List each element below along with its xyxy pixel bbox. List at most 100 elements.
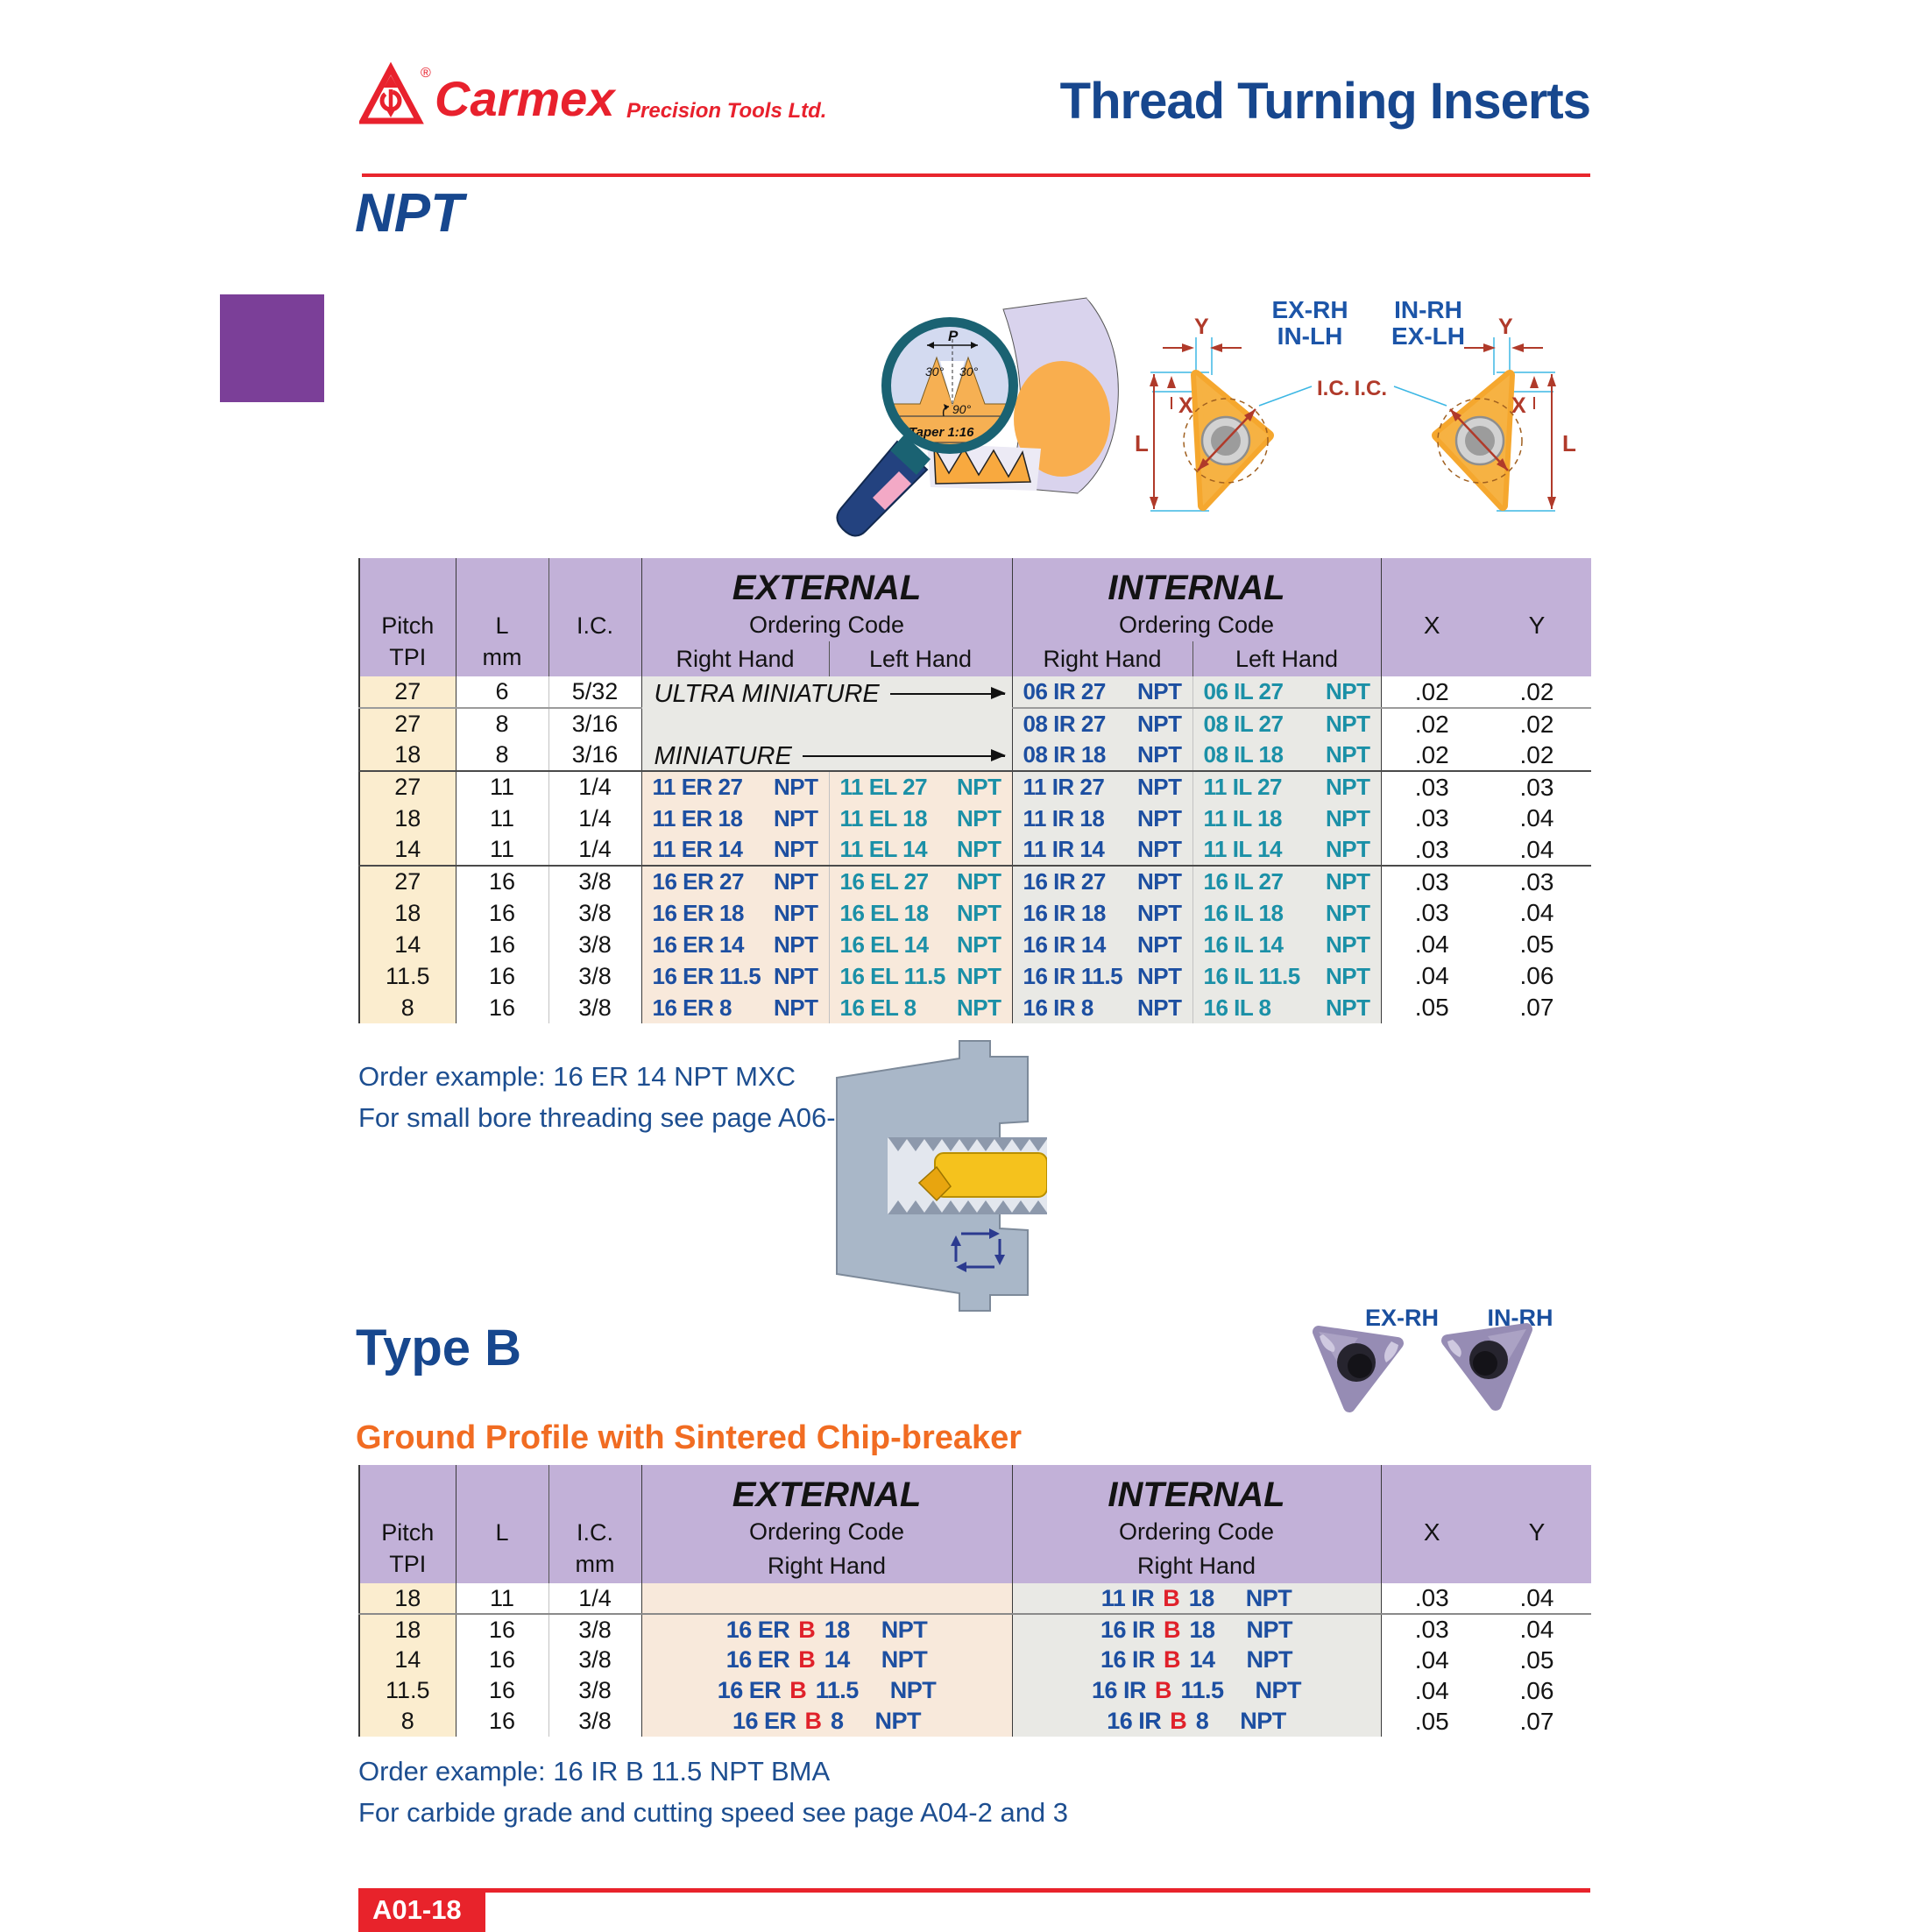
cell-pitch: 18	[359, 897, 456, 929]
code-suffix: NPT	[1137, 994, 1182, 1021]
code-suffix: NPT	[1137, 836, 1182, 862]
code-suffix: NPT	[1137, 774, 1182, 800]
code-suffix: NPT	[957, 931, 1001, 958]
ordering-code: 16 IR	[1100, 1616, 1156, 1643]
code-suffix: NPT	[1137, 931, 1182, 958]
svg-text:X: X	[1511, 393, 1526, 418]
code-suffix: NPT	[889, 1677, 937, 1703]
ordering-code: 16 IR 11.5	[1023, 962, 1123, 989]
code-b-marker: B	[1164, 1616, 1181, 1643]
cell-internal-right-hand: 08 IR 18 NPT	[1011, 740, 1192, 772]
code-suffix: NPT	[1326, 899, 1370, 926]
cell-external-right-hand	[640, 1583, 1012, 1615]
col-header-y: Y	[1483, 1465, 1591, 1583]
carmex-logo: ® Carmex Precision Tools Ltd.	[359, 61, 826, 126]
cell-pitch: 8	[359, 1706, 456, 1737]
ordering-code: 08 IL 18	[1203, 741, 1284, 768]
internal-right-hand: Right Hand	[1011, 1548, 1381, 1583]
code-suffix: NPT	[774, 899, 818, 926]
code-suffix: NPT	[1246, 1616, 1293, 1643]
external-right-hand: Right Hand	[640, 1548, 1012, 1583]
cell-y: .04	[1483, 834, 1591, 867]
ordering-code: 16 IR 14	[1023, 931, 1107, 958]
code-b-marker: B	[789, 1677, 807, 1703]
code-suffix: NPT	[1326, 868, 1370, 895]
cell-y: .02	[1483, 740, 1591, 772]
thread-profile-illustration: P 30° 30° 90° Taper 1:16	[824, 287, 1135, 546]
cell-external-right-hand: 16 ER 27 NPT	[640, 866, 829, 897]
table-row: 18 16 3/8 16 ER B 18 NPT 16 IR B 18 NPT .03.04	[359, 1614, 1591, 1645]
svg-text:L: L	[1135, 430, 1149, 456]
svg-text:I.C.: I.C.	[1317, 377, 1349, 400]
note-label: ULTRA MINIATURE	[654, 679, 880, 708]
cell-external-right-hand: 11 ER 27 NPT	[640, 771, 829, 803]
ordering-code: 06 IR 27	[1023, 678, 1107, 704]
cell-internal-right-hand: 06 IR 27 NPT	[1011, 676, 1192, 709]
table-row: 8 16 3/8 16 ER 8 NPT 16 EL 8 NPT 16 IR 8 NPT 16 I…	[359, 992, 1591, 1023]
ordering-code: 16 ER 27	[652, 868, 745, 895]
type-b-inserts-image: EX-RH IN-RH	[1313, 1305, 1553, 1412]
cell-x: .03	[1380, 1583, 1483, 1615]
table-row: 14 16 3/8 16 ER 14 NPT 16 EL 14 NPT 16 IR 14 NPT…	[359, 929, 1591, 960]
cell-external-right-hand: 16 ER B 14 NPT	[640, 1645, 1012, 1675]
cell-y: .05	[1483, 1645, 1591, 1675]
table-row: 18 16 3/8 16 ER 18 NPT 16 EL 18 NPT 16 IR 18 NPT…	[359, 897, 1591, 929]
external-left-hand: Left Hand	[828, 641, 1012, 676]
cell-x: .04	[1380, 1645, 1483, 1675]
ordering-code: 16 ER 11.5	[652, 962, 761, 989]
code-suffix: NPT	[1240, 1708, 1286, 1734]
arrow-right-icon	[802, 750, 1006, 761]
ordering-code: 11 IL 27	[1203, 774, 1283, 800]
cell-l: 6	[455, 676, 548, 709]
ordering-code: 11 IR 27	[1023, 774, 1105, 800]
ordering-code: 11 IR 18	[1023, 804, 1105, 832]
typeb-title: Type B	[356, 1320, 522, 1376]
table-row: 11.5 16 3/8 16 ER B 11.5 NPT 16 IR B 11.5 NPT .04.0…	[359, 1675, 1591, 1706]
order-example-2: Order example: 16 IR B 11.5 NPT BMA	[358, 1756, 831, 1787]
cell-y: .05	[1483, 929, 1591, 960]
cell-internal-right-hand: 16 IR 11.5 NPT	[1011, 960, 1192, 992]
cell-y: .03	[1483, 771, 1591, 803]
cell-y: .06	[1483, 960, 1591, 992]
purple-tab-square	[220, 294, 324, 402]
code-suffix: NPT	[881, 1616, 928, 1643]
cell-pitch: 11.5	[359, 1675, 456, 1706]
ordering-code: 16 ER 8	[652, 994, 732, 1021]
code-suffix: NPT	[957, 994, 1001, 1021]
cell-internal-left-hand: 16 IL 8 NPT	[1192, 992, 1381, 1023]
table-row: 27 16 3/8 16 ER 27 NPT 16 EL 27 NPT 16 IR 27 NPT…	[359, 866, 1591, 897]
cell-external-left-hand: 11 EL 27 NPT	[828, 771, 1012, 803]
cell-external-right-hand: 11 ER 14 NPT	[640, 834, 829, 867]
cell-y: .07	[1483, 992, 1591, 1023]
cell-y: .04	[1483, 803, 1591, 834]
arrow-right-icon	[889, 688, 1006, 698]
internal-left-hand: Left Hand	[1192, 641, 1381, 676]
arrow-left-icon	[956, 1262, 966, 1272]
code-suffix: NPT	[774, 836, 818, 862]
code-b-marker: B	[1170, 1708, 1187, 1734]
ordering-code: 16 EL 14	[839, 931, 930, 958]
ordering-code: 8	[1195, 1708, 1209, 1734]
table-header: Pitch TPI L mm I.C. EXTERNAL INTERNAL X …	[359, 558, 1591, 676]
cell-l: 16	[455, 992, 548, 1023]
material-highlight-shape	[1078, 296, 1132, 494]
ordering-code: 16 IL 27	[1203, 868, 1284, 895]
ordering-code: 16 ER	[717, 1677, 782, 1703]
bore-threads-bottom	[888, 1200, 1047, 1214]
cell-ic: 3/8	[548, 1675, 641, 1706]
cell-internal-right-hand: 11 IR 14 NPT	[1011, 834, 1192, 867]
cell-ic: 3/16	[548, 708, 641, 740]
svg-text:I.C.: I.C.	[1355, 377, 1387, 400]
ordering-code: 18	[1189, 1616, 1216, 1643]
ordering-code: 16 IR	[1100, 1646, 1156, 1673]
arrow-up-icon	[951, 1235, 961, 1246]
ordering-code: 16 IL 11.5	[1203, 962, 1301, 989]
cell-internal-left-hand: 11 IL 27 NPT	[1192, 771, 1381, 803]
col-header-pitch: Pitch TPI	[359, 1465, 456, 1583]
cell-internal-right-hand: 16 IR 27 NPT	[1011, 866, 1192, 897]
cell-l: 16	[455, 1706, 548, 1737]
col-header-x: X	[1380, 558, 1483, 676]
table-row: 27 6 5/32 ULTRA MINIATURE MINIATURE 06 IR 27 N…	[359, 676, 1591, 772]
internal-right-hand: Right Hand	[1011, 641, 1192, 676]
